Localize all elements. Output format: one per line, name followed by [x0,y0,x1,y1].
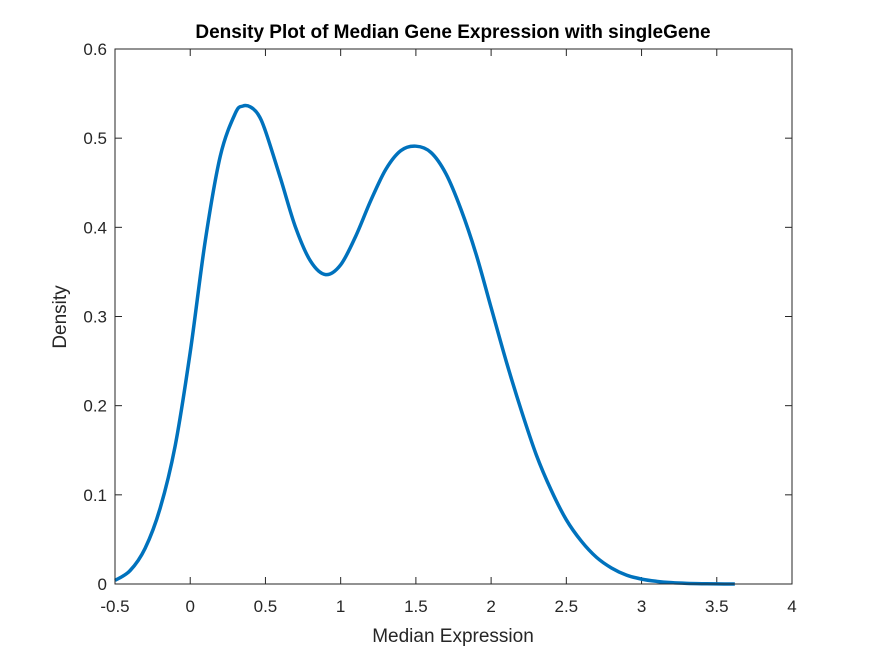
x-tick-label: 4 [787,597,796,616]
plot-area [115,49,792,584]
x-tick-label: 0 [185,597,194,616]
y-tick-label: 0.6 [83,40,107,59]
y-tick-label: 0.3 [83,308,107,327]
x-tick-label: -0.5 [100,597,129,616]
x-tick-label: 1 [336,597,345,616]
y-axis-label: Density [50,285,71,349]
chart-title: Density Plot of Median Gene Expression w… [195,22,710,43]
x-tick-label: 0.5 [254,597,278,616]
x-tick-label: 2.5 [555,597,579,616]
y-tick-label: 0.1 [83,486,107,505]
ticks: -0.5 0 0.5 1 1.5 2 2.5 3 3.5 4 0 0.1 0.2 0.3 0.4 0.5 0.6 [83,40,796,616]
axes-box [114,48,793,585]
y-tick-label: 0.2 [83,397,107,416]
curve-layer [114,103,735,586]
x-axis-label: Median Expression [372,626,534,647]
x-tick-label: 2 [486,597,495,616]
density-curve [114,103,735,586]
x-tick-label: 3.5 [705,597,729,616]
y-tick-label: 0.4 [83,218,107,237]
x-tick-label: 3 [637,597,646,616]
y-tick-label: 0 [98,575,107,594]
y-tick-label: 0.5 [83,129,107,148]
x-tick-label: 1.5 [404,597,428,616]
